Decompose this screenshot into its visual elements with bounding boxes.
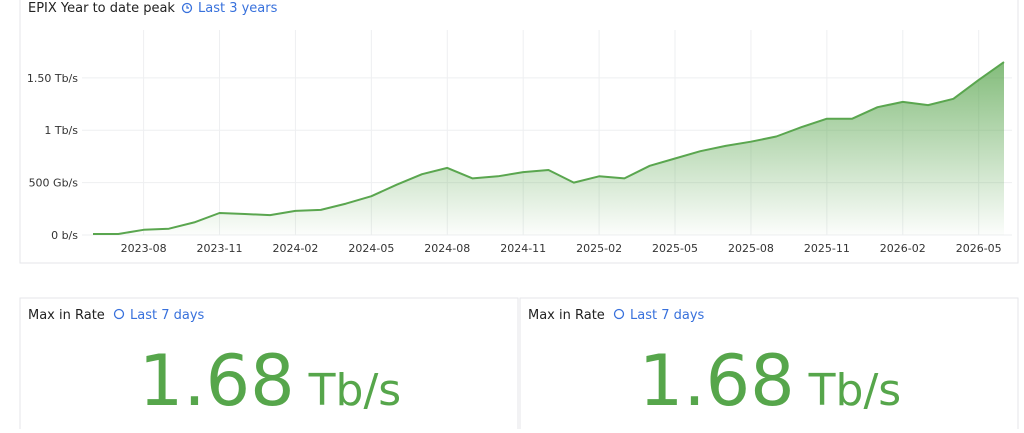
stat-value: 1.68 Tb/s bbox=[139, 340, 401, 422]
x-tick-label: 2025-05 bbox=[652, 242, 698, 255]
x-tick-label: 2024-11 bbox=[500, 242, 546, 255]
clock-icon bbox=[613, 308, 625, 320]
y-tick-label: 1 Tb/s bbox=[44, 124, 78, 137]
x-tick-label: 2023-11 bbox=[197, 242, 243, 255]
stat-unit: Tb/s bbox=[308, 365, 402, 416]
stat-panel bbox=[519, 297, 1019, 433]
x-tick-label: 2025-08 bbox=[728, 242, 774, 255]
y-tick-label: 0 b/s bbox=[51, 229, 78, 242]
series-line bbox=[93, 61, 1005, 235]
stat-time-range[interactable]: Last 7 days bbox=[130, 308, 205, 323]
x-tick-label: 2024-02 bbox=[272, 242, 318, 255]
stat-value: 1.68 Tb/s bbox=[639, 340, 901, 422]
time-range[interactable]: Last 3 years bbox=[198, 1, 278, 16]
stat-unit: Tb/s bbox=[808, 365, 902, 416]
stat-title: Max in Rate bbox=[528, 308, 605, 323]
x-tick-label: 2026-02 bbox=[880, 242, 926, 255]
x-tick-label: 2025-02 bbox=[576, 242, 622, 255]
panel-title: EPIX Year to date peak bbox=[28, 1, 175, 16]
clock-icon bbox=[113, 308, 125, 320]
y-tick-label: 1.50 Tb/s bbox=[27, 72, 78, 85]
stat-panel bbox=[19, 297, 519, 433]
x-tick-label: 2024-05 bbox=[348, 242, 394, 255]
area-fill bbox=[93, 62, 1004, 235]
x-tick-label: 2024-08 bbox=[424, 242, 470, 255]
stat-number: 1.68 bbox=[639, 340, 795, 422]
stat-title: Max in Rate bbox=[28, 308, 105, 323]
x-tick-label: 2025-11 bbox=[804, 242, 850, 255]
stat-time-range[interactable]: Last 7 days bbox=[630, 308, 705, 323]
clock-hands bbox=[186, 5, 189, 9]
x-tick-label: 2026-05 bbox=[956, 242, 1002, 255]
x-tick-label: 2023-08 bbox=[121, 242, 167, 255]
stat-number: 1.68 bbox=[139, 340, 295, 422]
clock-icon bbox=[181, 2, 193, 14]
y-tick-label: 500 Gb/s bbox=[29, 177, 79, 190]
